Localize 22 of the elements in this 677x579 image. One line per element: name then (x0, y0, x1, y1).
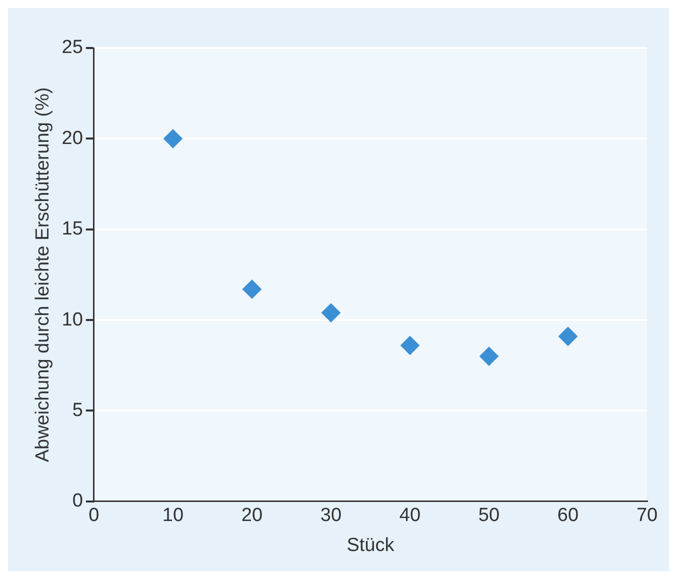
x-tick-label: 10 (162, 505, 184, 526)
point (479, 346, 498, 366)
x-axis-title: Stück (346, 534, 395, 556)
x-tick-label: 30 (320, 505, 342, 526)
x-tick-label: 20 (241, 505, 263, 526)
point (400, 336, 420, 355)
y-tick-label: 20 (62, 128, 83, 149)
y-axis-title: Abweichung durch leichte Erschütterung (%) (32, 87, 54, 462)
y-tick-label: 0 (72, 490, 83, 512)
x-tick-label: 40 (399, 505, 421, 526)
x-tick-label: 0 (88, 505, 100, 526)
point (321, 303, 340, 322)
point (163, 129, 182, 148)
x-tick-label: 60 (557, 505, 579, 526)
point (558, 326, 578, 346)
point (242, 280, 262, 299)
y-tick-label: 5 (72, 400, 83, 421)
y-tick-label: 25 (62, 37, 83, 58)
y-tick-label: 10 (62, 309, 83, 330)
x-tick-label: 70 (636, 505, 658, 526)
x-tick-label: 50 (478, 505, 500, 526)
y-tick-label: 15 (62, 218, 83, 240)
